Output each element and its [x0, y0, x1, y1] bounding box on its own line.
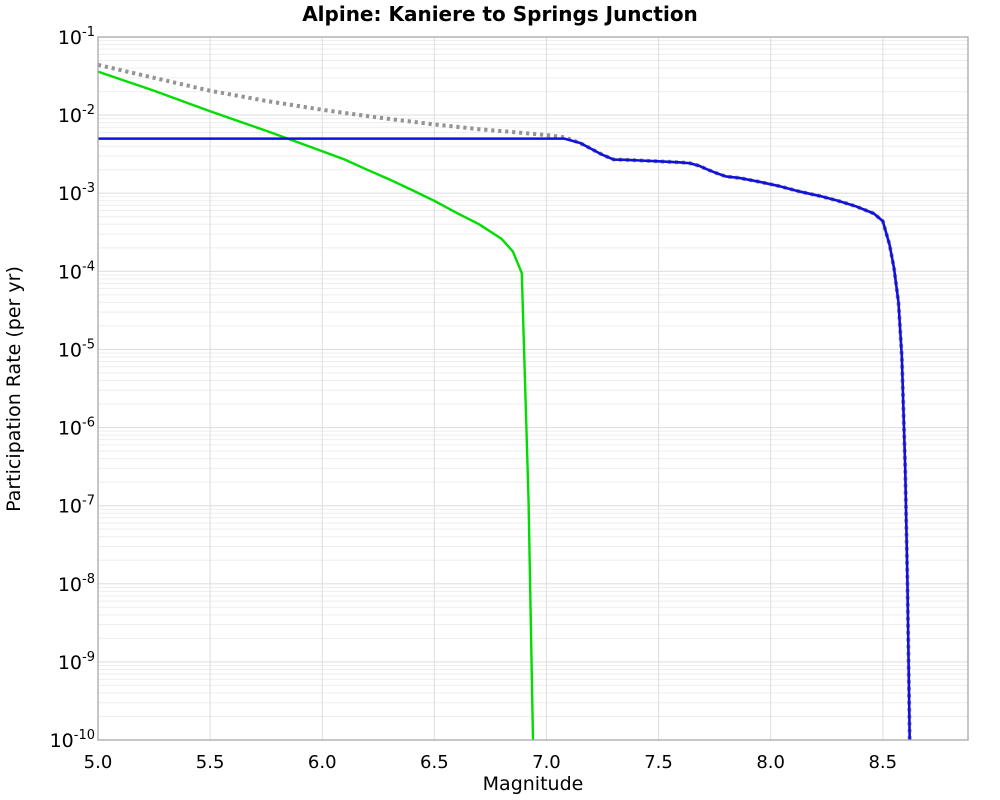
x-tick-label: 5.5 [196, 752, 225, 773]
chart-title: Alpine: Kaniere to Springs Junction [302, 2, 698, 26]
y-tick-label: 10-5 [58, 337, 95, 361]
y-tick-labels: 10-1 10-2 10-3 10-4 10-5 10-6 10-7 10-8 10-9 10-1… [50, 25, 95, 752]
x-tick-label: 5.0 [84, 752, 113, 773]
y-tick-label: 10-7 [58, 494, 95, 518]
y-tick-label: 10-8 [58, 572, 95, 596]
y-tick-label: 10-2 [58, 103, 95, 127]
series-solid-blue-participation-rate [98, 137, 911, 740]
y-tick-label: 10-9 [58, 650, 95, 674]
y-tick-label: 10-10 [50, 728, 95, 752]
plot-border [97, 36, 969, 741]
y-tick-label: 10-1 [58, 25, 95, 49]
y-tick-label: 10-4 [58, 259, 95, 283]
x-tick-label: 6.0 [308, 752, 337, 773]
y-axis-title: Participation Rate (per yr) [3, 266, 25, 512]
x-axis-title: Magnitude [482, 773, 584, 795]
x-tick-label: 7.5 [644, 752, 673, 773]
x-tick-label: 6.5 [420, 752, 449, 773]
y-tick-label: 10-6 [58, 416, 95, 440]
series-solid-green-rate [98, 70, 535, 740]
x-tick-labels: 5.0 5.5 6.0 6.5 7.0 7.5 8.0 8.5 [84, 752, 897, 773]
x-tick-label: 7.0 [532, 752, 561, 773]
grid [97, 36, 968, 741]
series-group [98, 62, 912, 740]
x-tick-label: 8.5 [868, 752, 897, 773]
x-tick-label: 8.0 [756, 752, 785, 773]
y-tick-label: 10-3 [58, 181, 95, 205]
